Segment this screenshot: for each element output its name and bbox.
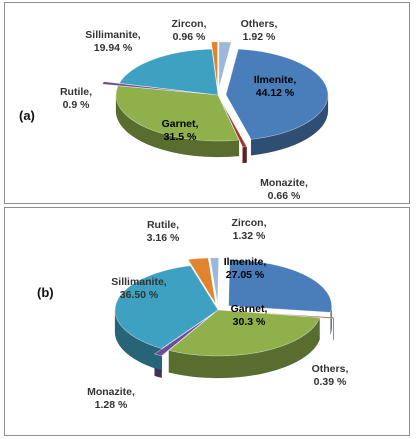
slice-name-a-5: Zircon, <box>171 18 206 30</box>
slice-pct-b-1: 0.39 % <box>314 376 347 388</box>
slice-pct-a-3: 0.9 % <box>63 99 91 111</box>
slice-pct-a-6: 1.92 % <box>243 31 276 43</box>
slice-b-0 <box>228 259 332 313</box>
slice-name-b-3: Monazite, <box>87 386 135 398</box>
slice-name-a-6: Others, <box>241 18 278 30</box>
slice-pct-b-2: 30.3 % <box>233 316 266 328</box>
slice-name-a-3: Rutile, <box>60 86 92 98</box>
slice-b-3 <box>153 315 212 357</box>
slice-name-b-0: Ilmenite, <box>224 256 267 268</box>
slice-name-a-2: Garnet, <box>162 118 199 130</box>
pie-chart-b: Ilmenite,27.05 % Others,0.39 % Garnet,30.3… <box>87 217 349 411</box>
slice-a-6 <box>218 41 232 88</box>
slice-pct-a-0: 44.12 % <box>256 87 295 99</box>
slice-name-a-1: Monazite, <box>260 177 308 189</box>
panel-label-a: (a) <box>19 108 35 123</box>
slice-name-b-4: Sillimanite, <box>111 276 167 288</box>
chart-panel-b: (b) Ilmenite, 27.05 % Others, 0.39 % Garnet,… <box>4 207 410 436</box>
slice-a-1 <box>221 101 248 148</box>
slice-pct-b-0: 27.05 % <box>226 269 265 281</box>
chart-panel-a: (a) Ilmenite, 44.12 % Monazite, 0.66 % Garne… <box>4 2 410 204</box>
slice-b-2 <box>168 309 321 357</box>
slice-b-6 <box>209 257 219 304</box>
slice-name-b-1: Others, <box>312 363 349 375</box>
slice-name-b-6: Zircon, <box>231 217 266 229</box>
slice-name-b-2: Garnet, <box>231 303 268 315</box>
slice-pct-b-3: 1.28 % <box>95 399 128 411</box>
slice-a-4 <box>118 48 219 96</box>
slice-side-a-1 <box>242 146 247 164</box>
slice-name-b-5: Rutile, <box>147 219 179 231</box>
slice-b-5 <box>187 257 216 304</box>
panel-label-b: (b) <box>37 285 54 300</box>
slice-a-0 <box>225 48 329 140</box>
slice-pct-a-5: 0.96 % <box>173 31 206 43</box>
slice-name-a-0: Ilmenite, <box>254 74 297 86</box>
slice-name-a-4: Sillimanite, <box>85 29 141 41</box>
slice-b-4 <box>114 265 219 349</box>
slice-a-2 <box>115 85 240 142</box>
slice-pct-a-4: 19.94 % <box>94 42 133 54</box>
pie-chart-a: Ilmenite,44.12 % Monazite,0.66 % Garnet,31… <box>60 18 329 202</box>
slice-pct-b-5: 3.16 % <box>147 232 180 244</box>
slice-pct-b-6: 1.32 % <box>233 230 266 242</box>
slice-a-5 <box>211 41 218 88</box>
slice-pct-a-2: 31.5 % <box>164 131 197 143</box>
slice-pct-b-4: 36.50 % <box>120 289 159 301</box>
slice-pct-a-1: 0.66 % <box>268 190 301 202</box>
